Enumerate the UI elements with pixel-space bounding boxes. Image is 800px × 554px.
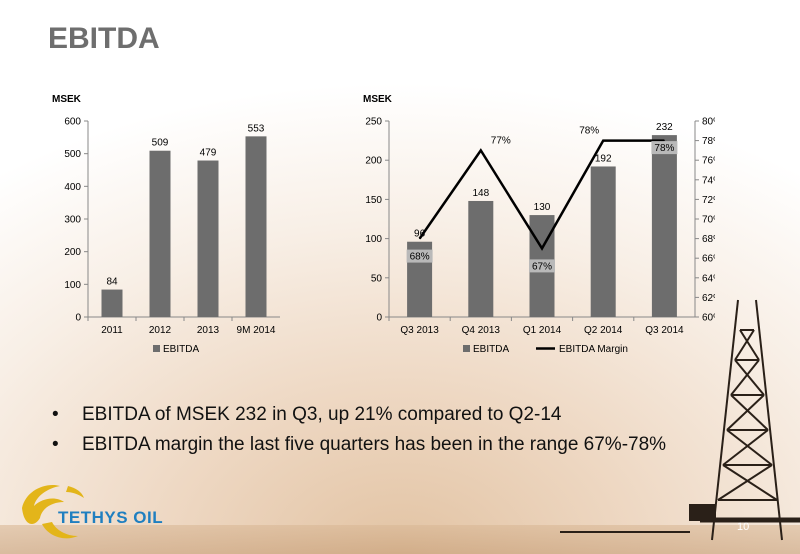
y-tick-label: 500: [64, 149, 81, 160]
data-label: 148: [472, 188, 489, 199]
y2-tick-label: 64%: [702, 273, 715, 284]
y2-tick-label: 66%: [702, 254, 715, 265]
x-tick-label: Q1 2014: [523, 325, 562, 336]
y2-tick-label: 60%: [702, 313, 715, 324]
data-label: 130: [534, 202, 551, 213]
y-tick-label: 0: [75, 313, 81, 324]
y2-tick-label: 80%: [702, 117, 715, 128]
oil-rig-silhouette: [560, 299, 800, 541]
x-tick-label: 2011: [101, 325, 123, 336]
data-label: 232: [656, 122, 673, 133]
margin-point: [419, 238, 421, 240]
margin-label: 78%: [579, 126, 599, 137]
y2-tick-label: 62%: [702, 293, 715, 304]
unit-label: MSEK: [52, 94, 82, 105]
y-tick-label: 600: [64, 117, 81, 128]
y2-tick-label: 70%: [702, 215, 715, 226]
data-label: 84: [106, 277, 118, 288]
x-tick-label: 9M 2014: [237, 325, 276, 336]
margin-point: [663, 140, 665, 142]
margin-point: [480, 149, 482, 151]
data-label: 192: [595, 153, 612, 164]
margin-label: 67%: [532, 261, 552, 272]
bar: [245, 136, 267, 317]
margin-label: 77%: [491, 135, 511, 146]
legend-label: EBITDA: [473, 344, 509, 355]
quarterly-ebitda-chart: MSEK 0 50 100 150 200 250 60% 62% 64% 66% 68% 70% 72%…: [363, 94, 715, 355]
bar: [101, 289, 123, 317]
annual-ebitda-chart: MSEK 0 100 200 300 400 500 600 84 2011 509 2012 479 2…: [52, 94, 280, 355]
x-tick-label: Q3 2013: [400, 325, 439, 336]
legend-swatch-ebitda: [463, 345, 470, 352]
x-tick-label: Q4 2013: [462, 325, 501, 336]
x-tick-label: Q3 2014: [645, 325, 684, 336]
margin-label: 78%: [654, 143, 674, 154]
logo-text: TETHYS OIL: [58, 508, 164, 527]
data-label: 509: [152, 138, 169, 149]
y-tick-label: 150: [365, 195, 382, 206]
y-tick-label: 300: [64, 215, 81, 226]
page-title: EBITDA: [48, 22, 160, 55]
unit-label: MSEK: [363, 94, 393, 105]
y2-tick-label: 76%: [702, 156, 715, 167]
x-tick-label: Q2 2014: [584, 325, 623, 336]
y2-tick-label: 72%: [702, 195, 715, 206]
data-label: 96: [414, 229, 426, 240]
bar: [468, 200, 494, 317]
bullet-ebitda-q3: EBITDA of MSEK 232 in Q3, up 21% compare…: [52, 404, 666, 426]
y-tick-label: 100: [64, 280, 81, 291]
margin-label: 68%: [410, 252, 430, 263]
data-label: 553: [248, 123, 265, 134]
y-tick-label: 200: [64, 247, 81, 258]
data-label: 479: [200, 148, 217, 159]
y2-tick-label: 74%: [702, 175, 715, 186]
y-tick-label: 50: [371, 273, 383, 284]
margin-label-box: [529, 259, 555, 273]
x-tick-label: 2012: [149, 325, 172, 336]
legend-label: EBITDA Margin: [559, 344, 628, 355]
tethys-oil-logo-icon: [22, 484, 84, 539]
legend-swatch: [153, 345, 160, 352]
bar: [651, 135, 677, 317]
y-tick-label: 400: [64, 182, 81, 193]
y2-tick-label: 68%: [702, 234, 715, 245]
margin-label-box: [651, 141, 678, 155]
y-tick-label: 250: [365, 117, 382, 128]
margin-label-box: [406, 249, 433, 263]
legend-label: EBITDA: [163, 344, 199, 355]
bullet-ebitda-margin: EBITDA margin the last five quarters has…: [52, 434, 666, 456]
page-number: 10: [737, 521, 750, 533]
bullet-list: EBITDA of MSEK 232 in Q3, up 21% compare…: [52, 404, 666, 464]
y-tick-label: 0: [376, 313, 382, 324]
bar: [590, 166, 616, 317]
y2-tick-label: 78%: [702, 136, 715, 147]
margin-point: [541, 247, 543, 249]
bar: [149, 150, 171, 317]
margin-point: [602, 140, 604, 142]
y-tick-label: 200: [365, 156, 382, 167]
bar: [197, 160, 219, 317]
y-tick-label: 100: [365, 234, 382, 245]
x-tick-label: 2013: [197, 325, 220, 336]
